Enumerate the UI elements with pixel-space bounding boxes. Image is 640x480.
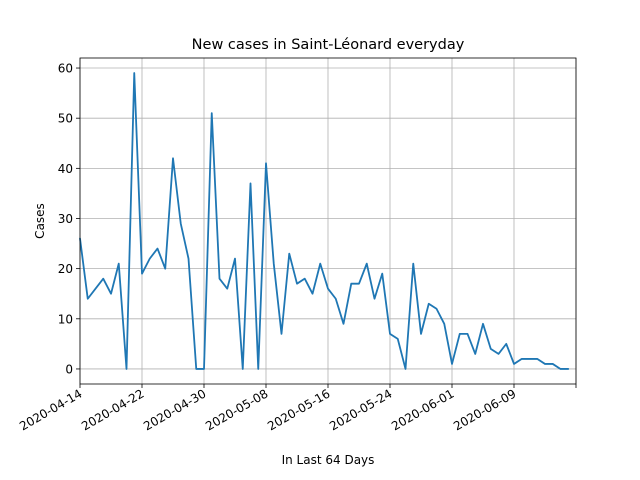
- y-tick-label: 10: [58, 312, 73, 326]
- plot-area: [79, 72, 570, 370]
- y-tick-label: 50: [58, 112, 73, 126]
- y-axis-title: Cases: [33, 203, 47, 239]
- y-tick-label: 20: [58, 262, 73, 276]
- y-tick-label: 0: [65, 362, 73, 376]
- y-axis-ticks: 0 10 20 30 40 50 60: [58, 62, 80, 376]
- x-axis-title: In Last 64 Days: [282, 453, 375, 467]
- y-tick-label: 40: [58, 162, 73, 176]
- y-tick-label: 30: [58, 212, 73, 226]
- series-line: [79, 72, 570, 370]
- y-tick-label: 60: [58, 62, 73, 76]
- grid-lines: [79, 58, 577, 384]
- chart-title: New cases in Saint-Léonard everyday: [192, 37, 465, 53]
